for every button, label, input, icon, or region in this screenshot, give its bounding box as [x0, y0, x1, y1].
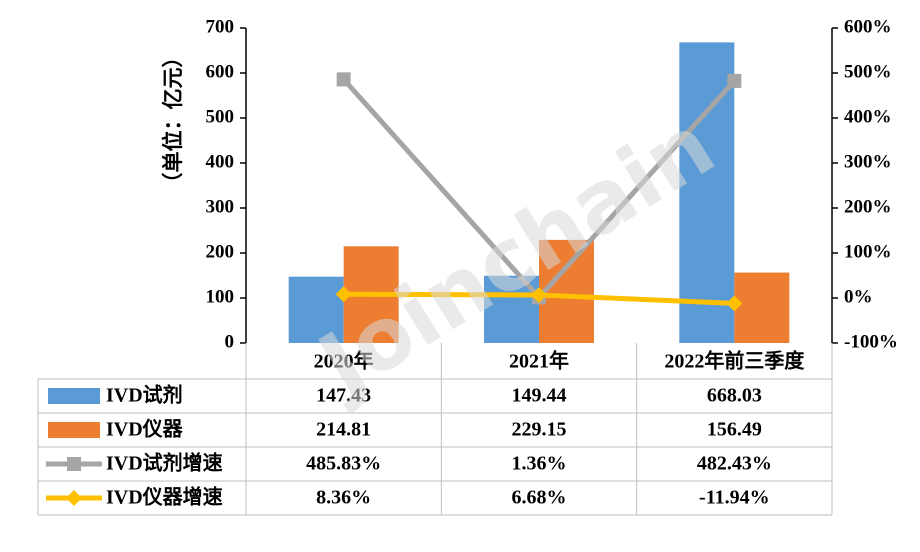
y2-tick-label: 400% — [844, 106, 892, 127]
table-cell-value: 482.43% — [697, 453, 772, 475]
table-cell-value: -11.94% — [699, 487, 770, 509]
category-label: 2021年 — [509, 349, 569, 373]
legend-key-diamond — [66, 490, 82, 506]
line-point-square — [336, 72, 351, 87]
series-name: IVD试剂 — [106, 383, 183, 407]
category-label: 2022年前三季度 — [664, 349, 805, 373]
y-tick-label: 600 — [206, 61, 235, 82]
table-cell-value: 147.43 — [316, 385, 371, 407]
legend-key-bar — [48, 388, 100, 404]
table-cell-value: 1.36% — [512, 453, 567, 475]
category-label: 2020年 — [314, 349, 374, 373]
table-cell-value: 8.36% — [316, 487, 371, 509]
series-name: IVD仪器增速 — [106, 485, 223, 509]
legend-key-square — [67, 457, 81, 471]
line-point-diamond — [531, 286, 547, 303]
table-cell-value: 668.03 — [707, 385, 762, 407]
y-tick-label: 200 — [206, 241, 235, 262]
bar-instrument — [539, 239, 594, 343]
bars-layer — [288, 42, 790, 343]
lines-layer — [335, 72, 743, 312]
y-tick-label: 100 — [206, 286, 235, 307]
table-cell-value: 156.49 — [707, 419, 762, 441]
table-cell-value: 485.83% — [306, 453, 381, 475]
bar-reagent — [288, 276, 344, 343]
y-axis-title: （单位：亿元） — [161, 47, 185, 194]
y2-tick-label: 200% — [844, 196, 892, 217]
y2-tick-label: 100% — [844, 241, 892, 262]
data-table: 2020年 2021年 2022年前三季度 IVD试剂 147.43 149.44 668.… — [37, 343, 833, 516]
line-point-diamond — [726, 295, 743, 312]
line-point-square — [727, 73, 742, 88]
table-cell-value: 214.81 — [316, 419, 371, 441]
bar-instrument — [734, 272, 790, 343]
y2-tick-label: -100% — [844, 331, 898, 352]
legend-key-bar — [48, 422, 100, 438]
series-name: IVD仪器 — [106, 418, 184, 441]
y-tick-label: 300 — [206, 196, 235, 217]
table-cell-value: 149.44 — [512, 385, 567, 407]
y2-tick-label: 300% — [844, 151, 892, 172]
axes-layer: 0 100 200 300 400 500 600 700 -100% 0% 100% 200% 300… — [206, 16, 898, 352]
series-name: IVD试剂增速 — [106, 451, 223, 475]
y-tick-label: 0 — [225, 331, 235, 352]
y2-tick-label: 600% — [844, 16, 892, 37]
y2-tick-label: 500% — [844, 61, 892, 82]
line-point-diamond — [335, 286, 352, 303]
y-tick-label: 500 — [206, 106, 235, 127]
table-cell-value: 229.15 — [512, 419, 567, 441]
y-tick-label: 700 — [206, 16, 235, 37]
y-tick-label: 400 — [206, 151, 235, 172]
y2-tick-label: 0% — [844, 286, 873, 307]
table-cell-value: 6.68% — [512, 487, 567, 509]
